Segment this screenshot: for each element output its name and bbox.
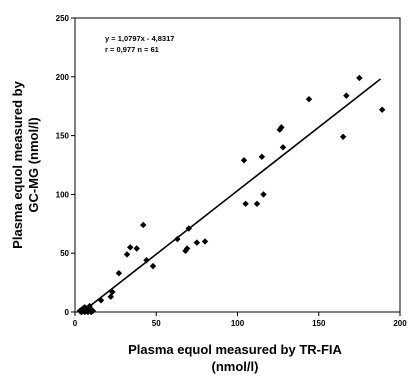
data-point bbox=[182, 247, 189, 255]
data-point bbox=[127, 244, 134, 251]
y-tick-label: 100 bbox=[56, 190, 70, 199]
plot-area-frame bbox=[74, 17, 401, 313]
data-point bbox=[279, 144, 287, 151]
data-point bbox=[201, 238, 209, 245]
x-tick-label: 200 bbox=[393, 319, 407, 328]
data-point bbox=[253, 200, 261, 208]
data-point bbox=[305, 95, 313, 103]
data-point bbox=[260, 191, 267, 198]
x-axis-title-line2: (nmol/l) bbox=[212, 359, 259, 374]
data-point bbox=[242, 200, 249, 208]
data-point bbox=[343, 92, 350, 99]
regression-line bbox=[79, 78, 381, 315]
data-point bbox=[193, 239, 201, 246]
data-point bbox=[356, 74, 363, 82]
data-point bbox=[97, 297, 105, 304]
y-tick-label: 200 bbox=[56, 73, 70, 82]
data-point bbox=[109, 288, 116, 296]
data-point bbox=[143, 257, 150, 264]
data-point bbox=[240, 157, 248, 164]
y-axis-title-line1: Plasma equol measured by bbox=[10, 80, 25, 248]
data-point bbox=[123, 251, 131, 258]
y-tick-label: 50 bbox=[60, 249, 69, 258]
data-point bbox=[140, 221, 147, 229]
x-tick-label: 0 bbox=[73, 319, 78, 328]
y-tick-label: 250 bbox=[56, 14, 70, 23]
data-point bbox=[149, 262, 157, 270]
data-point bbox=[115, 269, 123, 277]
x-axis-title-line1: Plasma equol measured by TR-FIA bbox=[128, 342, 342, 357]
x-tick-label: 100 bbox=[231, 319, 245, 328]
data-point bbox=[276, 126, 283, 133]
data-point bbox=[339, 133, 347, 140]
x-tick-label: 150 bbox=[312, 319, 326, 328]
correlation-stats: r = 0,977 n = 61 bbox=[105, 45, 159, 54]
data-point bbox=[133, 245, 140, 252]
regression-equation: y = 1,0797x - 4,8317 bbox=[105, 34, 174, 43]
data-point bbox=[278, 124, 285, 131]
data-point bbox=[174, 235, 181, 243]
x-tick-label: 50 bbox=[152, 319, 161, 328]
y-axis-title-line2: GC-MG (nmol/l) bbox=[26, 117, 41, 212]
data-point bbox=[378, 106, 386, 113]
y-tick-label: 0 bbox=[65, 308, 70, 317]
data-point bbox=[183, 245, 191, 252]
data-point bbox=[89, 307, 97, 315]
data-point bbox=[185, 225, 192, 232]
data-point bbox=[258, 153, 266, 160]
y-tick-label: 150 bbox=[56, 132, 70, 141]
data-point bbox=[81, 304, 88, 311]
